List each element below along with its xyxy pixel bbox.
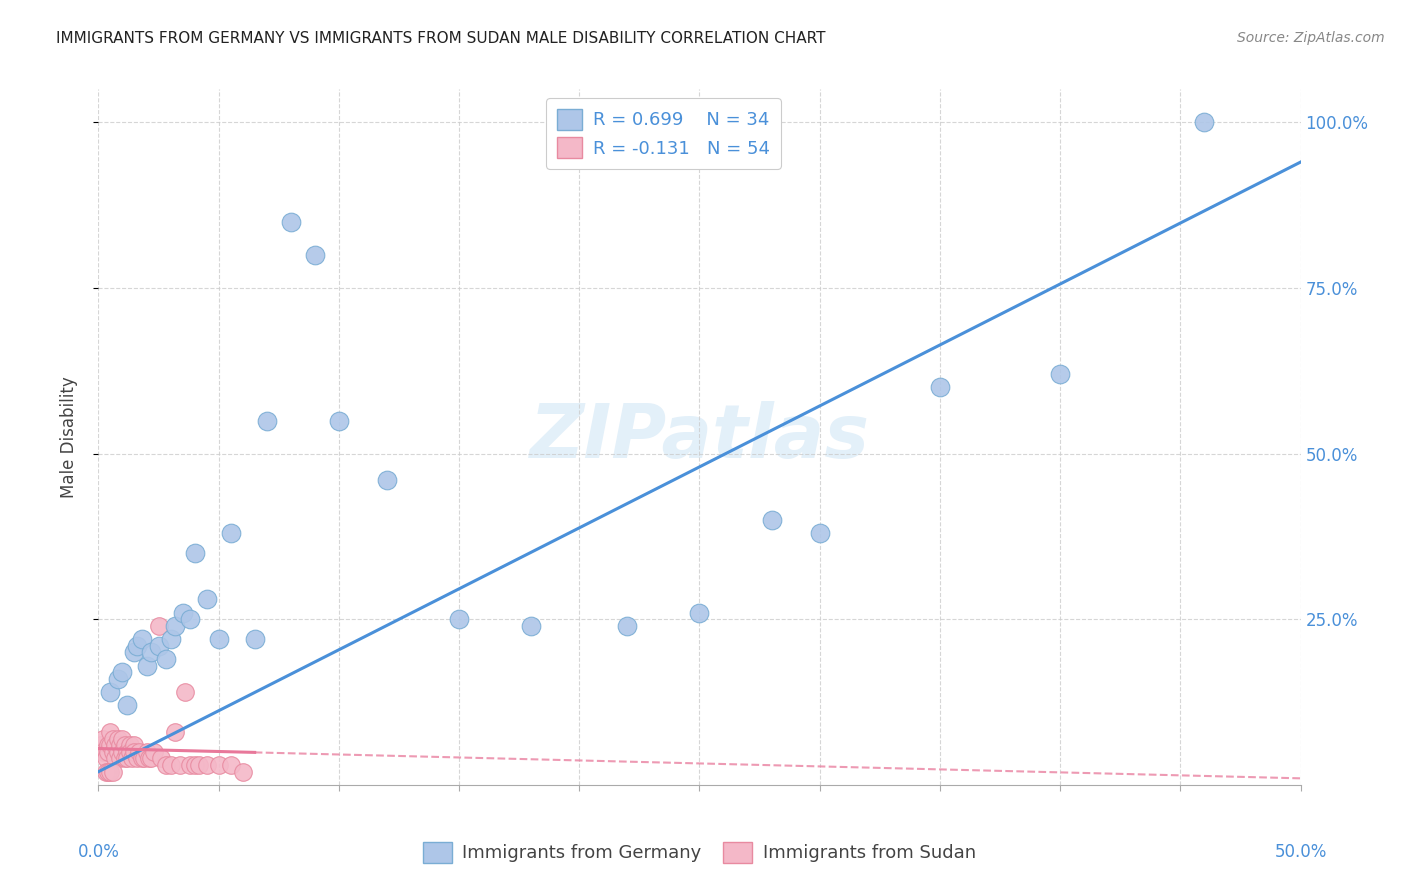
Point <box>94 764 117 779</box>
Point <box>179 758 201 772</box>
Point <box>91 745 114 759</box>
Point <box>219 758 242 772</box>
Point <box>172 606 194 620</box>
Point <box>761 513 783 527</box>
Point <box>141 751 163 765</box>
Point <box>114 751 136 765</box>
Point <box>219 526 242 541</box>
Point <box>928 380 950 394</box>
Point <box>101 745 124 759</box>
Point <box>117 751 139 765</box>
Point <box>138 751 160 765</box>
Text: ZIPatlas: ZIPatlas <box>530 401 869 474</box>
Point <box>689 606 711 620</box>
Point <box>108 751 131 765</box>
Point <box>304 248 326 262</box>
Point <box>195 758 218 772</box>
Point <box>174 685 197 699</box>
Text: 0.0%: 0.0% <box>77 843 120 861</box>
Point <box>118 738 141 752</box>
Point <box>141 645 163 659</box>
Point <box>131 632 153 647</box>
Point <box>101 731 124 746</box>
Point <box>118 745 141 759</box>
Point <box>101 764 124 779</box>
Point <box>124 738 146 752</box>
Point <box>124 645 146 659</box>
Point <box>125 639 148 653</box>
Point <box>108 738 131 752</box>
Point <box>117 745 139 759</box>
Point <box>155 652 177 666</box>
Point <box>135 745 157 759</box>
Point <box>195 592 218 607</box>
Point <box>94 745 117 759</box>
Point <box>107 731 129 746</box>
Point <box>159 758 181 772</box>
Point <box>97 745 120 759</box>
Point <box>104 738 127 752</box>
Point <box>117 698 139 713</box>
Point <box>149 751 172 765</box>
Point <box>131 751 153 765</box>
Point <box>100 764 122 779</box>
Point <box>808 526 831 541</box>
Point <box>1194 115 1216 129</box>
Point <box>183 758 205 772</box>
Point <box>1049 367 1071 381</box>
Point <box>208 632 231 647</box>
Point <box>107 672 129 686</box>
Point <box>232 764 254 779</box>
Point <box>100 738 122 752</box>
Point <box>111 745 134 759</box>
Point <box>165 619 187 633</box>
Text: IMMIGRANTS FROM GERMANY VS IMMIGRANTS FROM SUDAN MALE DISABILITY CORRELATION CHA: IMMIGRANTS FROM GERMANY VS IMMIGRANTS FR… <box>56 31 825 46</box>
Point <box>328 413 350 427</box>
Point <box>280 215 302 229</box>
Point <box>100 725 122 739</box>
Point <box>165 725 187 739</box>
Point <box>243 632 266 647</box>
Point <box>256 413 278 427</box>
Y-axis label: Male Disability: Male Disability <box>59 376 77 498</box>
Point <box>94 751 117 765</box>
Point <box>132 751 155 765</box>
Point <box>114 738 136 752</box>
Point <box>155 758 177 772</box>
Point <box>111 731 134 746</box>
Point <box>169 758 191 772</box>
Text: 50.0%: 50.0% <box>1274 843 1327 861</box>
Point <box>148 639 170 653</box>
Point <box>135 658 157 673</box>
Point <box>159 632 181 647</box>
Point <box>375 473 398 487</box>
Point <box>97 764 120 779</box>
Point <box>128 745 150 759</box>
Point <box>183 546 205 560</box>
Point <box>148 619 170 633</box>
Point <box>520 619 543 633</box>
Point <box>208 758 231 772</box>
Point <box>125 751 148 765</box>
Point <box>447 612 470 626</box>
Point <box>91 731 114 746</box>
Point <box>179 612 201 626</box>
Point <box>121 751 143 765</box>
Point <box>188 758 211 772</box>
Point <box>104 751 127 765</box>
Point <box>142 745 165 759</box>
Point <box>97 738 120 752</box>
Point <box>111 665 134 680</box>
Point <box>616 619 638 633</box>
Point <box>90 738 112 752</box>
Legend: Immigrants from Germany, Immigrants from Sudan: Immigrants from Germany, Immigrants from… <box>416 835 983 870</box>
Point <box>100 685 122 699</box>
Text: Source: ZipAtlas.com: Source: ZipAtlas.com <box>1237 31 1385 45</box>
Point <box>107 745 129 759</box>
Point <box>124 745 146 759</box>
